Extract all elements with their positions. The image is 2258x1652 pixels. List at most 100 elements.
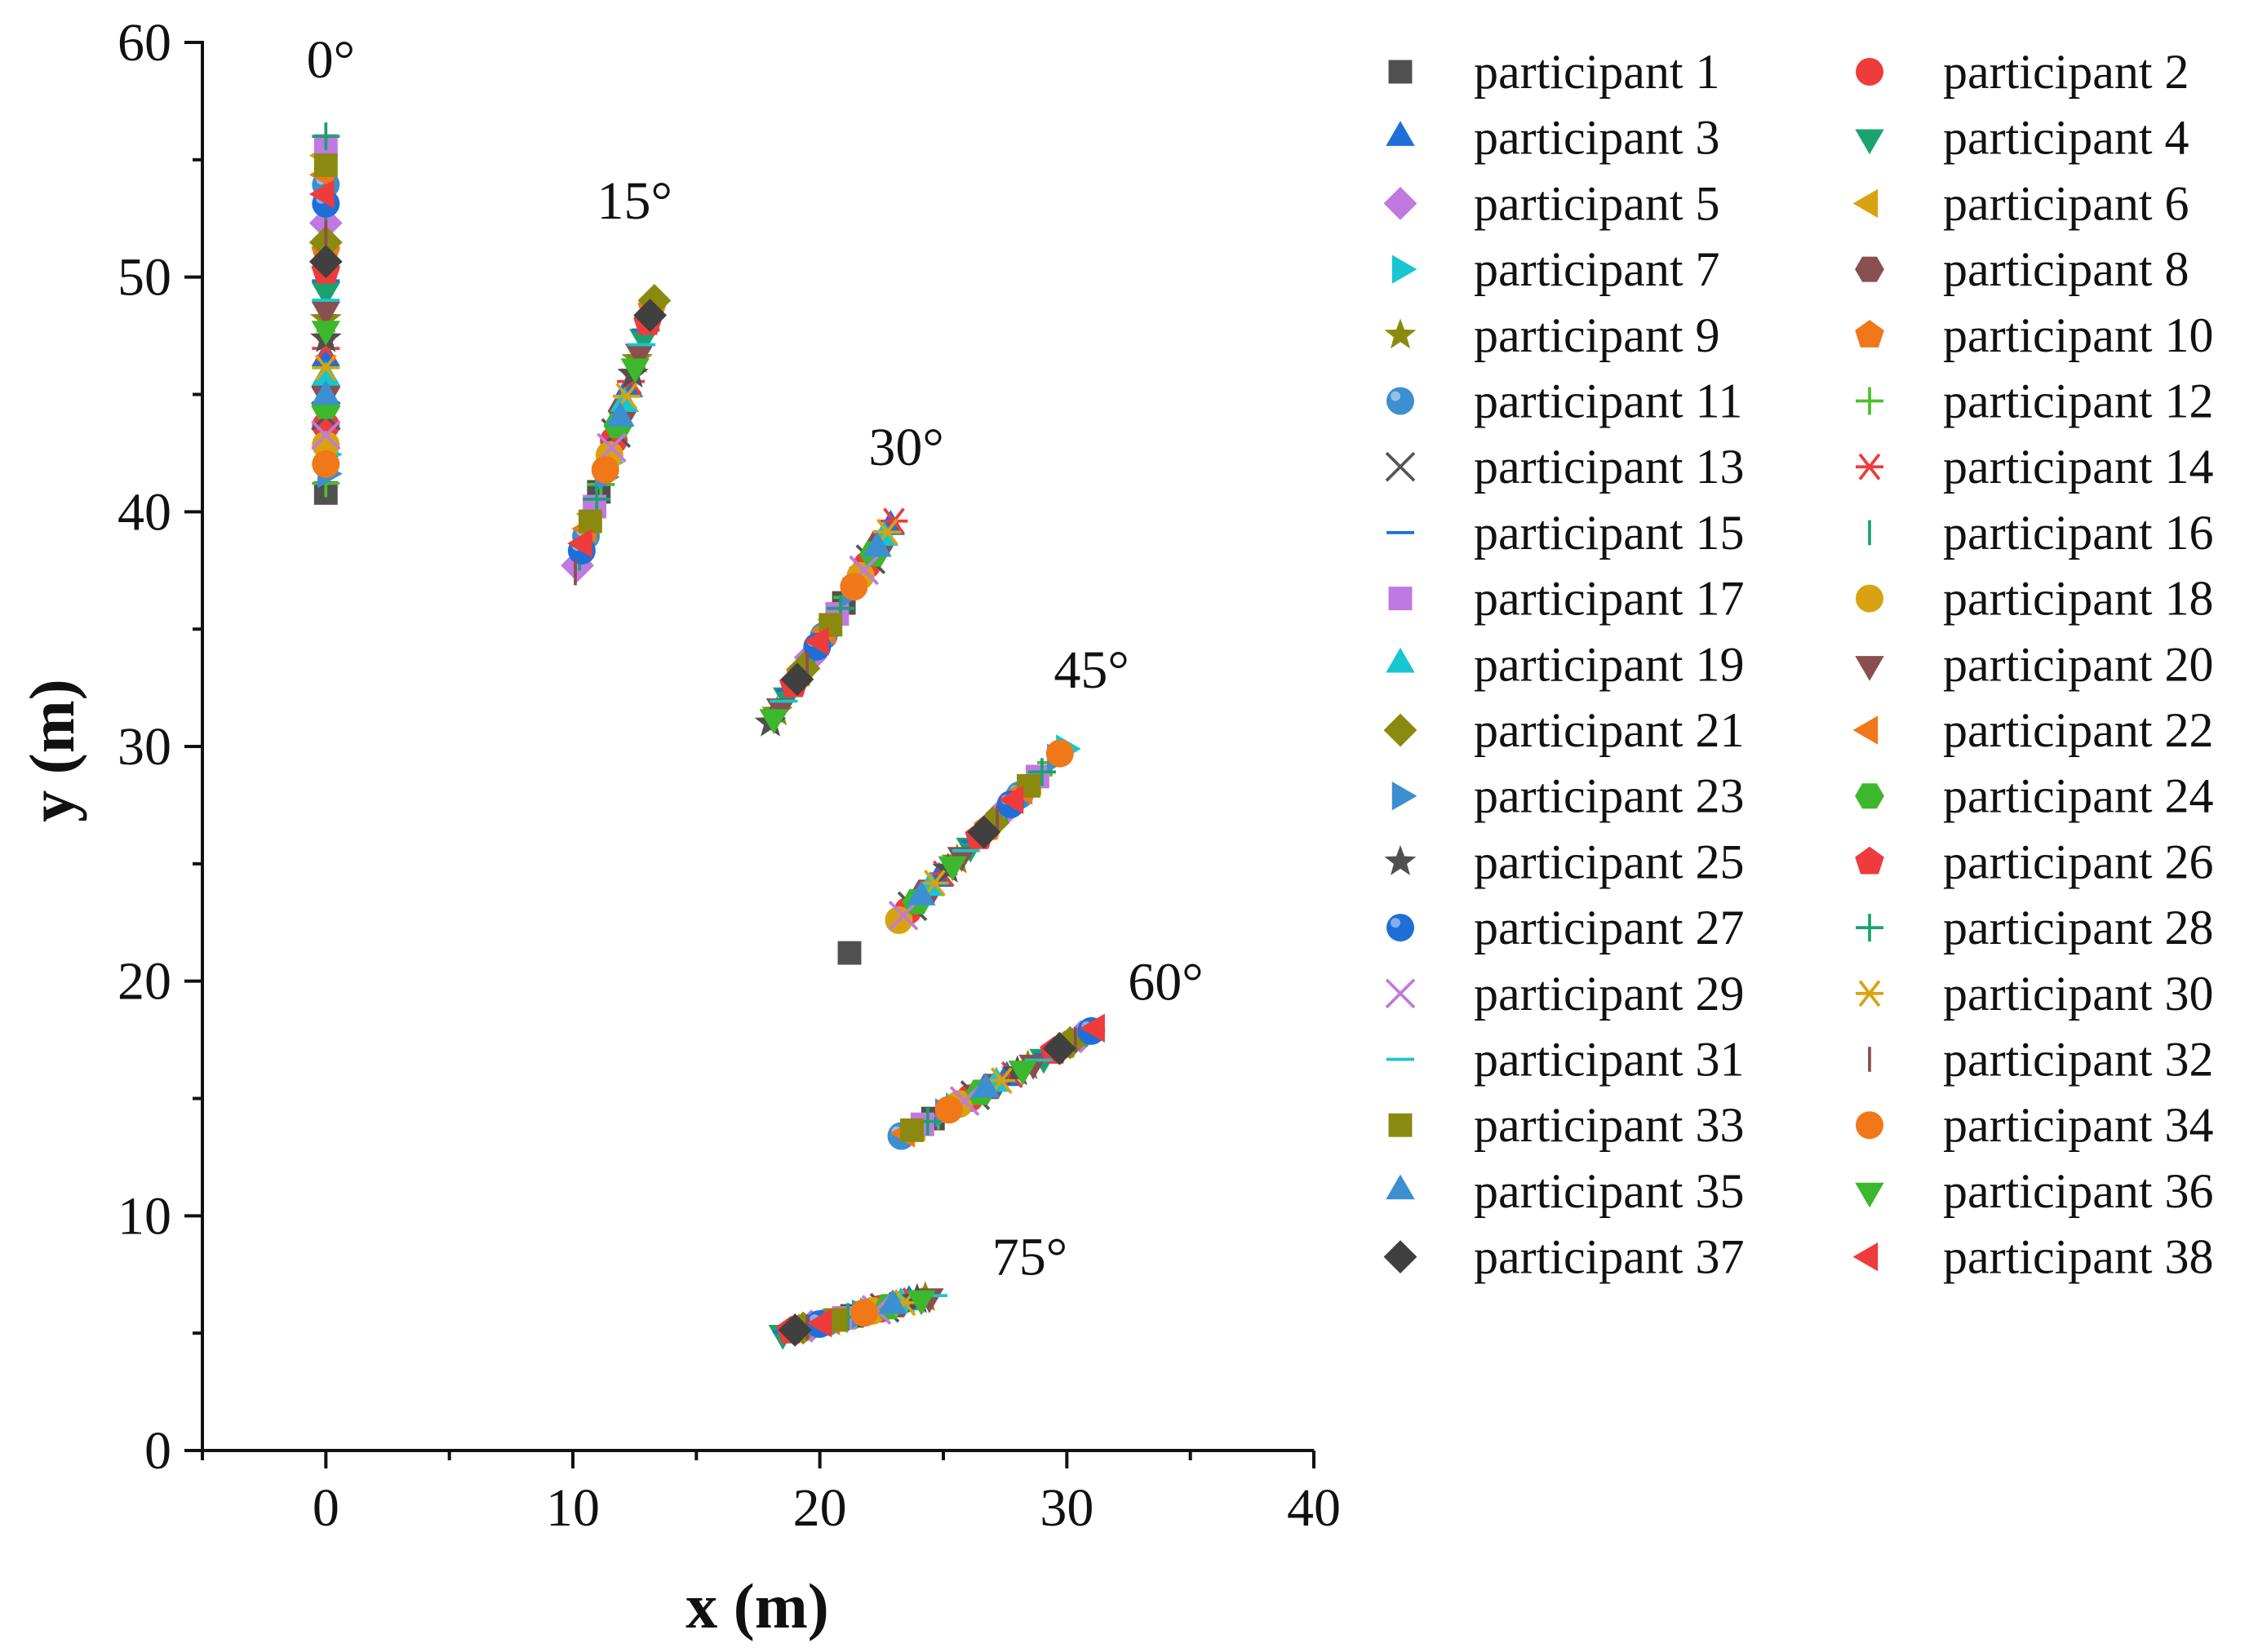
legend-marker: [1384, 318, 1417, 349]
legend-item: participant 29: [1385, 967, 1745, 1021]
y-tick-label: 30: [118, 717, 171, 777]
legend-marker: [1386, 914, 1414, 942]
y-tick-label: 40: [118, 482, 171, 542]
data-point: [921, 870, 949, 897]
legend-item: participant 35: [1386, 1164, 1745, 1218]
legend-marker: [1386, 647, 1415, 673]
legend-marker: [1852, 188, 1879, 219]
legend-item: participant 36: [1855, 1164, 2214, 1218]
angle-label: 75°: [992, 1227, 1067, 1287]
data-point: [787, 652, 821, 685]
data-point: [878, 1289, 907, 1314]
legend-marker: [1855, 846, 1884, 875]
legend-label: participant 23: [1474, 769, 1745, 823]
legend-label: participant 26: [1943, 835, 2214, 888]
legend-label: participant 21: [1474, 703, 1745, 757]
data-point: [624, 343, 654, 369]
data-point: [308, 179, 335, 209]
legend-item: participant 24: [1855, 769, 2214, 823]
legend-item: participant 23: [1391, 769, 1745, 823]
legend-label: participant 1: [1474, 45, 1720, 99]
data-point: [310, 420, 341, 450]
data-point: [312, 431, 340, 459]
data-point: [561, 548, 594, 582]
legend-label: participant 17: [1474, 572, 1745, 626]
legend-label: participant 37: [1474, 1230, 1745, 1284]
legend-item: participant 4: [1855, 111, 2189, 165]
legend-marker: [1385, 978, 1416, 1009]
legend-label: participant 15: [1474, 506, 1745, 560]
legend-item: participant 25: [1384, 835, 1745, 888]
data-point: [759, 709, 788, 734]
legend-item: participant 34: [1856, 1098, 2214, 1152]
data-point: [311, 281, 340, 308]
data-point: [311, 379, 340, 405]
legend-marker: [1388, 1113, 1413, 1137]
legend-label: participant 13: [1474, 440, 1745, 494]
legend-item: participant 11: [1386, 374, 1742, 428]
legend-item: participant 8: [1855, 242, 2189, 296]
legend-item: participant 1: [1388, 45, 1720, 99]
data-point: [998, 785, 1024, 814]
legend-marker: [1855, 256, 1884, 282]
legend-item: participant 21: [1383, 703, 1745, 757]
data-point: [934, 1096, 963, 1124]
data-point: [606, 401, 635, 427]
legend-marker: [1388, 587, 1413, 611]
legend-label: participant 20: [1943, 637, 2214, 691]
data-point: [850, 1299, 879, 1327]
legend-item: participant 38: [1852, 1230, 2214, 1284]
legend-label: participant 11: [1474, 374, 1742, 428]
y-tick-label: 20: [118, 952, 171, 1012]
data-point: [312, 450, 340, 478]
x-tick-label: 20: [793, 1478, 847, 1538]
legend-item: participant 27: [1386, 901, 1745, 954]
legend-label: participant 10: [1943, 308, 2214, 362]
legend-item: participant 15: [1386, 506, 1745, 560]
legend-marker: [1386, 387, 1414, 415]
x-axis-title: x (m): [685, 1570, 828, 1641]
data-point: [967, 815, 1001, 849]
legend-marker: [1855, 783, 1884, 809]
data-point: [1080, 1013, 1105, 1043]
legend-label: participant 12: [1943, 374, 2214, 428]
legend-label: participant 2: [1943, 45, 2189, 99]
legend-item: participant 19: [1386, 637, 1745, 691]
legend-label: participant 30: [1943, 967, 2214, 1021]
legend-marker: [1386, 121, 1415, 146]
legend-item: participant 31: [1386, 1033, 1745, 1087]
legend-label: participant 35: [1474, 1164, 1745, 1218]
legend-marker: [1856, 453, 1883, 481]
legend-item: participant 30: [1856, 967, 2214, 1021]
legend-label: participant 7: [1474, 242, 1720, 296]
legend-item: participant 9: [1384, 308, 1720, 362]
legend-marker: [1384, 845, 1417, 875]
legend-marker: [1852, 1242, 1879, 1272]
legend-item: participant 32: [1868, 1033, 2214, 1087]
legend-label: participant 16: [1943, 506, 2214, 560]
data-point: [313, 153, 338, 177]
legend-label: participant 28: [1943, 901, 2214, 954]
legend-marker: [1383, 1240, 1417, 1273]
data-point: [312, 122, 340, 151]
data-point: [311, 321, 340, 346]
legend-marker: [1391, 255, 1417, 284]
angle-label: 60°: [1128, 953, 1203, 1012]
legend-item: participant 12: [1856, 374, 2214, 428]
legend-marker: [1388, 60, 1413, 84]
data-point: [840, 573, 868, 601]
legend-item: participant 33: [1388, 1098, 1745, 1152]
data-point: [567, 529, 592, 558]
legend-marker: [1856, 980, 1883, 1008]
legend-label: participant 4: [1943, 111, 2189, 165]
ticks: 0 10 20 30 40 0 10 20 30 40 50 60: [118, 13, 1341, 1538]
legend-label: participant 32: [1943, 1033, 2214, 1087]
y-tick-label: 0: [144, 1421, 171, 1481]
legend-item: participant 20: [1855, 637, 2214, 691]
legend-marker: [1383, 187, 1417, 220]
legend-label: participant 6: [1943, 176, 2189, 230]
data-point: [1027, 758, 1056, 786]
data-point: [1008, 1061, 1037, 1086]
data-point: [578, 509, 602, 534]
x-tick-label: 30: [1040, 1478, 1094, 1538]
